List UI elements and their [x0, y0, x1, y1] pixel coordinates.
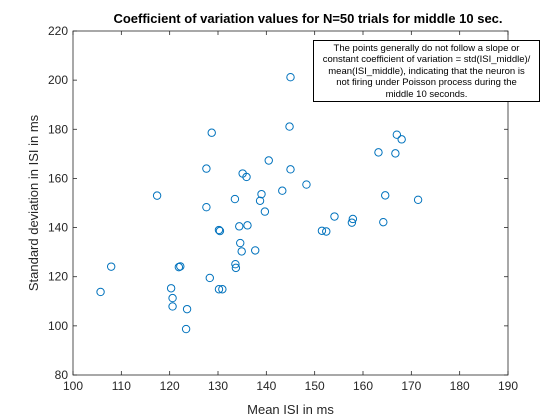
data-point — [214, 225, 224, 235]
data-point — [391, 149, 400, 158]
x-tick-label: 120 — [160, 379, 180, 393]
data-point — [413, 195, 423, 205]
x-tick-label: 190 — [498, 379, 518, 393]
data-point — [207, 128, 216, 137]
data-point — [330, 212, 339, 221]
data-point — [202, 202, 211, 212]
data-point — [181, 324, 191, 334]
data-point — [176, 262, 185, 271]
data-point — [231, 259, 240, 269]
data-point — [347, 218, 357, 227]
data-point — [205, 273, 214, 283]
y-tick-label: 220 — [48, 24, 68, 38]
data-point — [317, 226, 327, 235]
x-tick-label: 160 — [353, 379, 373, 393]
data-point — [286, 72, 295, 82]
data-point — [168, 293, 177, 303]
data-point — [237, 247, 246, 256]
y-tick-label: 80 — [55, 368, 69, 382]
x-tick-label: 170 — [401, 379, 421, 393]
data-point — [322, 227, 331, 236]
data-point — [235, 222, 244, 231]
data-point — [218, 285, 227, 294]
x-tick-label: 140 — [256, 379, 276, 393]
data-point — [174, 262, 184, 272]
data-point — [251, 246, 260, 255]
data-point — [106, 262, 116, 271]
data-point — [285, 122, 294, 131]
data-point — [348, 214, 358, 224]
data-point — [214, 285, 224, 294]
data-point — [230, 194, 240, 204]
y-tick-label: 160 — [48, 171, 68, 185]
x-tick-label: 100 — [63, 379, 83, 393]
x-tick-label: 130 — [208, 379, 228, 393]
data-point — [255, 196, 265, 205]
chart-title: Coefficient of variation values for N=50… — [113, 11, 502, 26]
data-point — [257, 189, 266, 199]
data-point — [168, 302, 177, 311]
y-axis-label: Standard deviation in ISI in ms — [26, 114, 41, 291]
data-point — [392, 130, 402, 139]
data-point — [397, 135, 406, 144]
data-point — [379, 217, 388, 227]
y-tick-label: 180 — [48, 122, 68, 136]
x-tick-label: 150 — [305, 379, 325, 393]
data-point — [236, 238, 245, 248]
x-axis-ticks: 100 110 120 130 140 150 160 170 180 190 — [63, 31, 518, 393]
data-point — [260, 207, 270, 216]
y-tick-label: 120 — [48, 270, 68, 284]
data-point — [242, 172, 251, 182]
data-point — [96, 287, 105, 297]
data-point — [182, 304, 192, 314]
data-point — [202, 164, 211, 173]
data-point — [215, 226, 225, 236]
data-point — [381, 191, 390, 200]
data-point — [374, 148, 383, 157]
x-tick-label: 180 — [450, 379, 470, 393]
data-point — [243, 221, 252, 230]
x-tick-label: 110 — [112, 379, 131, 393]
y-tick-label: 140 — [48, 221, 68, 235]
y-tick-label: 200 — [48, 73, 68, 87]
data-point — [231, 263, 241, 273]
data-points — [96, 72, 423, 334]
annotation-box: The points generally do not follow a slo… — [313, 40, 540, 102]
y-axis-ticks: 80 100 120 140 160 180 200 220 — [48, 24, 508, 382]
x-axis-label: Mean ISI in ms — [247, 402, 334, 417]
data-point — [264, 156, 273, 165]
y-tick-label: 100 — [48, 319, 68, 333]
data-point — [166, 284, 176, 293]
data-point — [278, 186, 287, 195]
data-point — [152, 191, 162, 200]
data-point — [286, 165, 295, 174]
data-point — [302, 180, 311, 189]
